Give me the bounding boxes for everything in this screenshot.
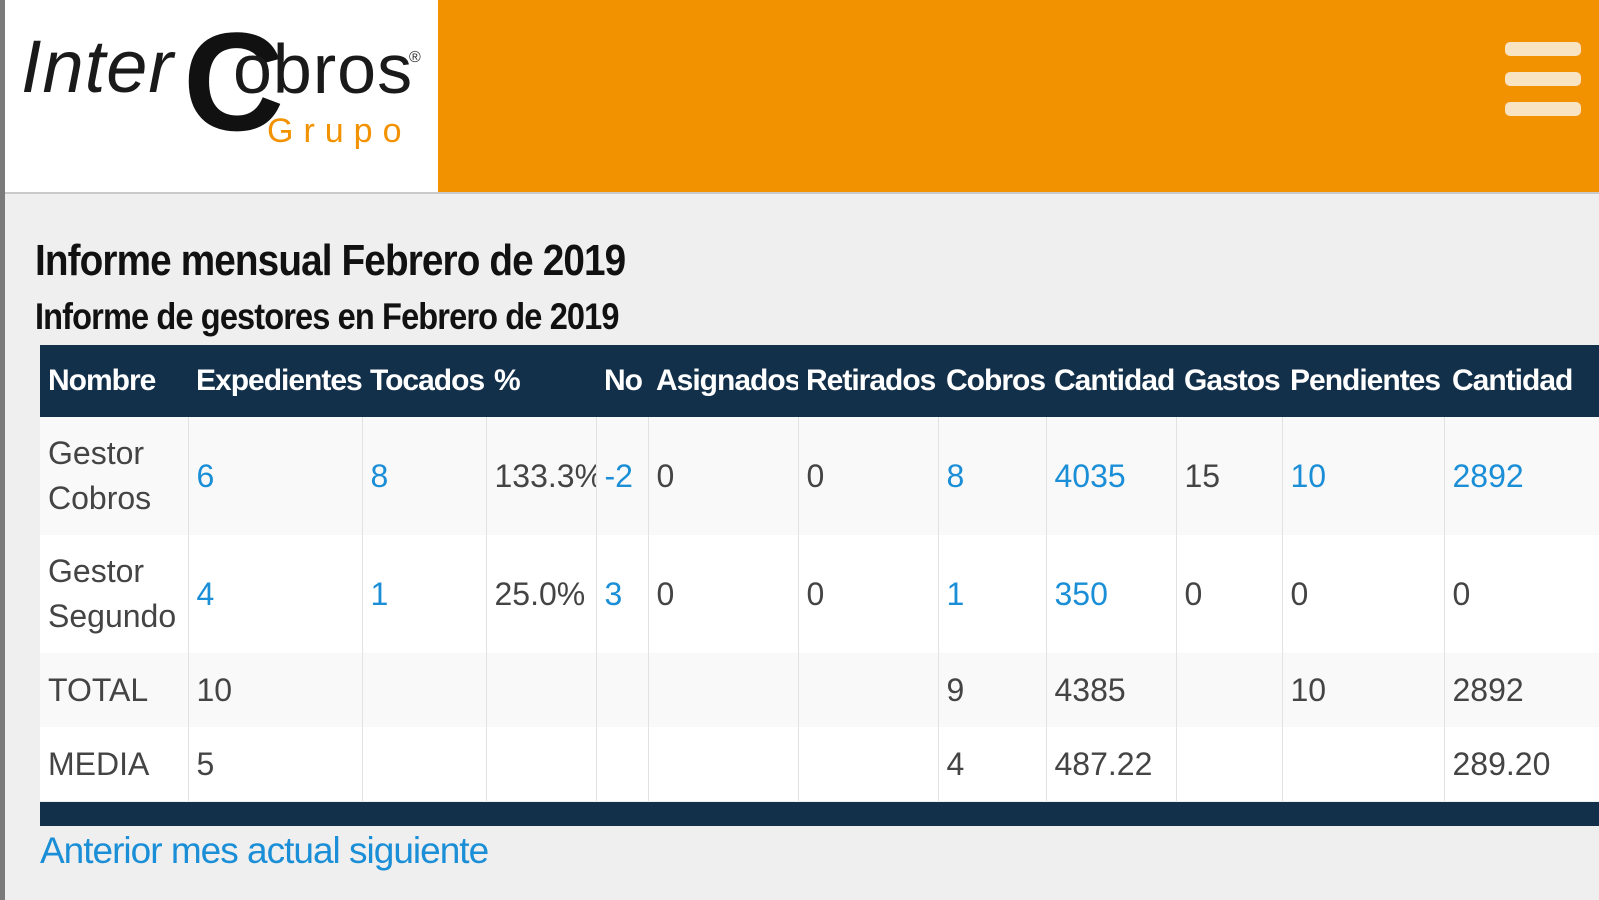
table-row-total: TOTAL 10 9 4385 10 2892 [40, 653, 1599, 727]
cell-porcentaje: 133.3% [486, 417, 597, 535]
expedientes-link[interactable]: 4 [196, 575, 215, 612]
cell-gastos: 15 [1176, 417, 1283, 535]
cell-retirados: 0 [798, 417, 939, 535]
cell-porcentaje: 25.0% [486, 535, 597, 653]
col-header-nombre: Nombre [40, 345, 188, 417]
cell-cantidad: 487.22 [1046, 727, 1177, 801]
app-header: Inter C obros ® Grupo [5, 0, 1599, 194]
cell-tocados: 8 [362, 417, 487, 535]
cell-expedientes: 5 [188, 727, 363, 801]
cobros-link[interactable]: 8 [946, 457, 965, 494]
table-row: Gestor Segundo 4 1 25.0% 3 0 0 1 350 0 0… [40, 535, 1599, 653]
cell-cantidad: 4035 [1046, 417, 1177, 535]
cell-pendientes: 10 [1282, 417, 1445, 535]
cell-cantidad-pendientes: 289.20 [1444, 727, 1599, 801]
cell-cobros: 8 [938, 417, 1047, 535]
cell-no: -2 [596, 417, 649, 535]
cell-cantidad: 350 [1046, 535, 1177, 653]
table-row-media: MEDIA 5 4 487.22 289.20 [40, 727, 1599, 801]
cell-cantidad: 4385 [1046, 653, 1177, 727]
logo-registered-mark: ® [409, 49, 421, 66]
col-header-no: No [596, 345, 648, 417]
cobros-link[interactable]: 1 [946, 575, 965, 612]
cell-no [596, 727, 649, 801]
previous-month-link[interactable]: Anterior [40, 830, 163, 871]
logo-text-c: C [183, 3, 285, 160]
cell-nombre: Gestor Cobros [40, 417, 189, 535]
next-month-link[interactable]: siguiente [349, 830, 489, 871]
cell-gastos: 0 [1176, 535, 1283, 653]
cell-pendientes: 10 [1282, 653, 1445, 727]
col-header-gastos: Gastos [1176, 345, 1282, 417]
cell-pendientes [1282, 727, 1445, 801]
cell-cobros: 1 [938, 535, 1047, 653]
cantidad-link[interactable]: 4035 [1054, 457, 1126, 494]
col-header-asignados: Asignados [648, 345, 798, 417]
current-month-link[interactable]: mes actual [170, 830, 341, 871]
col-header-pendientes: Pendientes [1282, 345, 1444, 417]
menu-bar [1505, 42, 1581, 56]
cell-asignados [648, 727, 799, 801]
cell-tocados: 1 [362, 535, 487, 653]
cell-cobros: 4 [938, 727, 1047, 801]
cell-retirados: 0 [798, 535, 939, 653]
tocados-link[interactable]: 8 [370, 457, 389, 494]
cantidad-pendientes-link[interactable]: 2892 [1452, 457, 1524, 494]
cell-asignados: 0 [648, 535, 799, 653]
cell-cantidad-pendientes: 2892 [1444, 417, 1599, 535]
logo-text-inter: Inter [21, 25, 175, 108]
no-link[interactable]: -2 [604, 457, 633, 494]
col-header-retirados: Retirados [798, 345, 938, 417]
menu-bar [1505, 102, 1581, 116]
cell-porcentaje [486, 653, 597, 727]
intercobros-logo[interactable]: Inter C obros ® Grupo [5, 0, 438, 192]
cell-nombre: Gestor Segundo [40, 535, 189, 653]
col-header-cantidad: Cantidad [1046, 345, 1176, 417]
cell-cantidad-pendientes: 0 [1444, 535, 1599, 653]
cell-no [596, 653, 649, 727]
gestores-report-table: Nombre Expedientes Tocados % No Asignado… [40, 345, 1599, 801]
col-header-expedientes: Expedientes [188, 345, 362, 417]
logo-text-obros: obros [233, 30, 414, 108]
tocados-link[interactable]: 1 [370, 575, 389, 612]
col-header-cobros: Cobros [938, 345, 1046, 417]
table-row: Gestor Cobros 6 8 133.3% -2 0 0 8 4035 1… [40, 417, 1599, 535]
month-navigation: Anterior mes actual siguiente [40, 830, 489, 872]
cell-expedientes: 4 [188, 535, 363, 653]
cell-retirados [798, 653, 939, 727]
col-header-tocados: Tocados [362, 345, 486, 417]
cell-porcentaje [486, 727, 597, 801]
page-subtitle: Informe de gestores en Febrero de 2019 [35, 296, 619, 337]
cell-tocados [362, 653, 487, 727]
col-header-cantidad-pendientes: Cantidad [1444, 345, 1599, 417]
cell-tocados [362, 727, 487, 801]
cantidad-link[interactable]: 350 [1054, 575, 1108, 612]
expedientes-link[interactable]: 6 [196, 457, 215, 494]
cell-no: 3 [596, 535, 649, 653]
page-title: Informe mensual Febrero de 2019 [35, 236, 626, 285]
table-header-row: Nombre Expedientes Tocados % No Asignado… [40, 345, 1599, 417]
cell-expedientes: 10 [188, 653, 363, 727]
cell-pendientes: 0 [1282, 535, 1445, 653]
cell-cantidad-pendientes: 2892 [1444, 653, 1599, 727]
menu-bar [1505, 72, 1581, 86]
col-header-porcentaje: % [486, 345, 596, 417]
cell-nombre: MEDIA [40, 727, 189, 801]
cell-asignados: 0 [648, 417, 799, 535]
cell-asignados [648, 653, 799, 727]
no-link[interactable]: 3 [604, 575, 623, 612]
table-footer-bar [40, 802, 1599, 826]
logo-text-grupo: Grupo [267, 112, 412, 150]
cell-expedientes: 6 [188, 417, 363, 535]
cell-gastos [1176, 653, 1283, 727]
cell-cobros: 9 [938, 653, 1047, 727]
pendientes-link[interactable]: 10 [1290, 457, 1327, 494]
cell-nombre: TOTAL [40, 653, 189, 727]
hamburger-menu-icon[interactable] [1505, 42, 1581, 124]
cell-gastos [1176, 727, 1283, 801]
cell-retirados [798, 727, 939, 801]
